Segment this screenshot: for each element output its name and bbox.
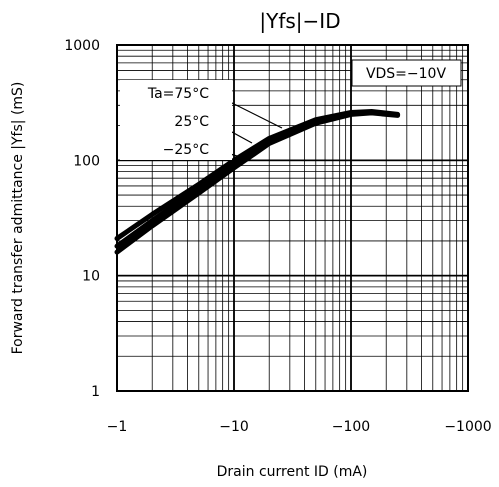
condition-box-frame [351, 59, 462, 87]
y-tick-labels: 1 10 100 1000 [64, 38, 100, 400]
x-tick-label: −1000 [444, 419, 491, 435]
series-curves [114, 109, 401, 255]
chart-title: |Yfs|−ID [259, 9, 340, 33]
condition-label: VDS=−10V [366, 66, 447, 82]
series-label-ta75: Ta=75°C [147, 86, 209, 102]
x-tick-labels: −1 −10 −100 −1000 [107, 419, 492, 435]
plot-frame [116, 44, 469, 392]
condition-box: VDS=−10V [351, 59, 462, 87]
y-axis-label: Forward transfer admittance |Yfs| (mS) [10, 82, 26, 355]
y-tick-label: 10 [82, 269, 100, 285]
series-labels: Ta=75°C 25°C −25°C [120, 80, 232, 160]
x-tick-label: −100 [332, 419, 370, 435]
series-label-minus25: −25°C [163, 142, 210, 158]
series-labels-backdrop [120, 80, 232, 160]
x-axis-label: Drain current ID (mA) [217, 464, 368, 480]
series-label-25: 25°C [174, 114, 209, 130]
x-tick-label: −10 [219, 419, 249, 435]
y-tick-label: 1 [91, 384, 100, 400]
x-tick-label: −1 [107, 419, 128, 435]
y-tick-label: 100 [73, 153, 100, 169]
series-line-2 [114, 110, 401, 255]
y-tick-label: 1000 [64, 38, 100, 54]
